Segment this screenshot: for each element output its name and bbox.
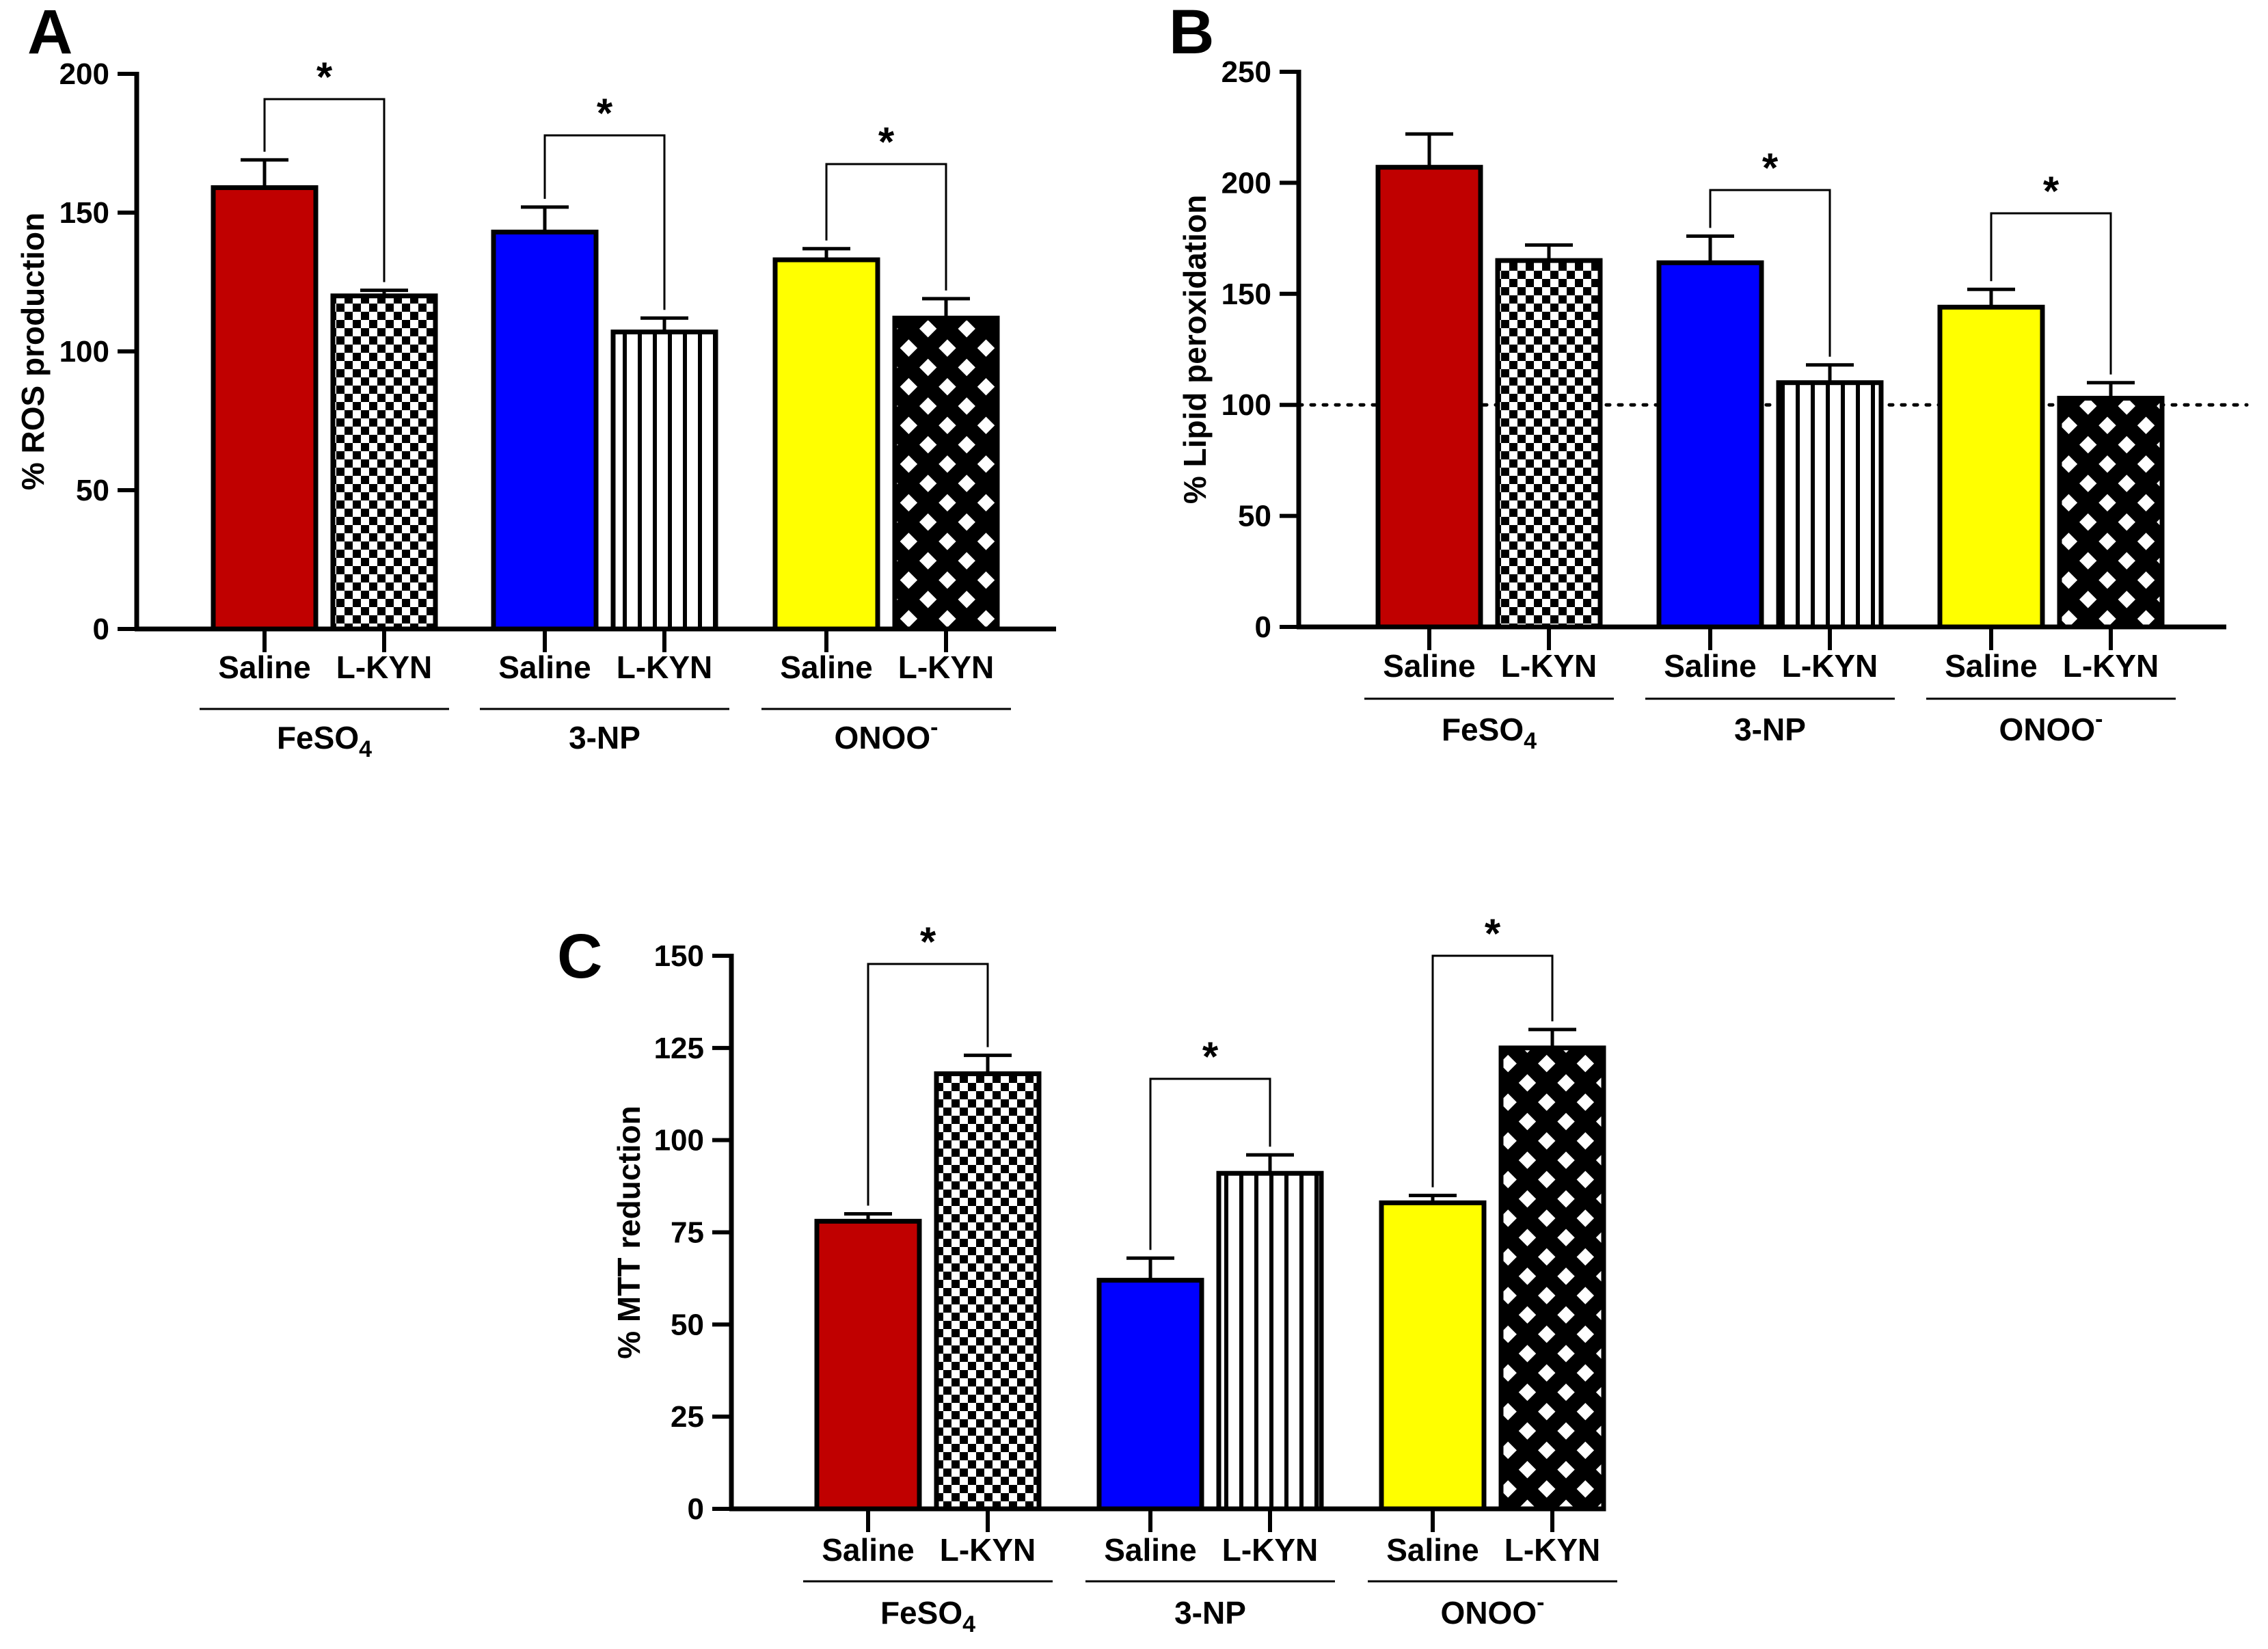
group-label: ONOO- [835,714,939,755]
bar-feso-l-kyn [330,293,438,632]
y-tick-label: 50 [76,474,109,507]
category-label: L-KYN [617,649,713,685]
panel-c: C % MTT reduction Saline L-KYN FeSO4 * Saline L… [557,911,1617,1637]
bar-onoo-l-kyn [892,315,1000,632]
y-axis-label: % MTT reduction [611,1105,647,1359]
bar-onoo-saline [1379,1200,1487,1512]
bar-3-np-l-kyn [1776,380,1884,630]
panels-layer: A % ROS production Saline L-KYN FeSO4 * Saline… [15,0,2249,1637]
y-tick-label: 200 [59,57,109,91]
y-tick-label: 125 [654,1032,704,1065]
group-label: ONOO- [1999,706,2103,747]
bar-feso-saline [1375,165,1483,630]
significance-bracket [263,98,386,282]
y-tick-label: 0 [93,613,109,646]
y-tick-label: 75 [671,1216,704,1250]
category-label: L-KYN [1222,1532,1319,1568]
category-label: Saline [1386,1532,1479,1568]
bar-feso-saline [211,185,319,632]
category-label: L-KYN [2063,648,2159,684]
category-label: L-KYN [898,649,995,685]
y-tick-label: 150 [59,196,109,230]
significance-bracket [825,163,947,291]
bar-onoo-saline [1937,304,2045,630]
significance-marker: * [1202,1034,1219,1080]
bar-3-np-l-kyn [610,330,718,632]
panel-b: B % Lipid peroxidation Saline L-KYN FeSO4 Sal… [1169,0,2249,754]
significance-bracket [543,134,666,310]
category-label: Saline [218,649,311,685]
significance-marker: * [920,919,936,965]
category-label: Saline [780,649,873,685]
significance-marker: * [1485,911,1501,956]
group-label: FeSO4 [277,720,372,762]
y-tick-label: 100 [654,1124,704,1157]
y-tick-label: 100 [59,335,109,368]
y-tick-label: 25 [671,1400,704,1434]
significance-bracket [867,963,989,1206]
panel-letter: C [557,922,602,991]
category-label: Saline [1945,648,2038,684]
group-label: FeSO4 [880,1595,975,1637]
y-tick-label: 0 [1255,611,1271,644]
significance-marker: * [597,90,613,136]
group-label: FeSO4 [1442,712,1537,754]
significance-marker: * [1762,145,1779,191]
bar-feso-l-kyn [934,1071,1042,1512]
bar-feso-saline [814,1218,922,1512]
bar-onoo-l-kyn [2057,395,2165,630]
significance-marker: * [316,54,333,100]
category-label: Saline [498,649,591,685]
category-label: Saline [822,1532,915,1568]
y-tick-label: 150 [1221,278,1271,311]
bar-3-np-saline [491,229,599,632]
group-label: 3-NP [569,720,640,755]
y-tick-label: 250 [1221,55,1271,89]
category-label: Saline [1664,648,1757,684]
category-label: L-KYN [336,649,433,685]
bar-onoo-saline [772,257,880,632]
y-axis-label: % ROS production [15,213,51,490]
group-label: 3-NP [1174,1595,1246,1631]
significance-marker: * [2043,168,2060,214]
bar-onoo-l-kyn [1498,1045,1606,1512]
significance-bracket [1709,189,1831,357]
y-tick-label: 100 [1221,388,1271,422]
y-tick-label: 150 [654,939,704,973]
category-label: L-KYN [1501,648,1597,684]
y-tick-label: 200 [1221,166,1271,200]
bar-3-np-saline [1096,1278,1204,1512]
group-label: 3-NP [1734,712,1806,747]
y-axis-label: % Lipid peroxidation [1177,195,1213,504]
category-label: L-KYN [940,1532,1036,1568]
panel-letter: B [1169,0,1214,67]
y-tick-label: 50 [671,1308,704,1341]
category-label: L-KYN [1504,1532,1601,1568]
y-tick-label: 0 [688,1492,704,1526]
bar-3-np-saline [1656,260,1764,630]
significance-marker: * [878,119,895,165]
category-label: Saline [1104,1532,1197,1568]
y-tick-label: 50 [1238,500,1271,533]
category-label: Saline [1383,648,1476,684]
category-label: L-KYN [1782,648,1878,684]
bar-3-np-l-kyn [1216,1170,1324,1512]
group-label: ONOO- [1441,1590,1545,1631]
significance-bracket [1431,954,1554,1188]
panel-letter: A [27,0,72,67]
significance-bracket [1990,212,2112,375]
panel-a: A % ROS production Saline L-KYN FeSO4 * Saline… [15,0,1056,762]
bar-feso-l-kyn [1495,258,1603,630]
significance-bracket [1149,1077,1271,1250]
